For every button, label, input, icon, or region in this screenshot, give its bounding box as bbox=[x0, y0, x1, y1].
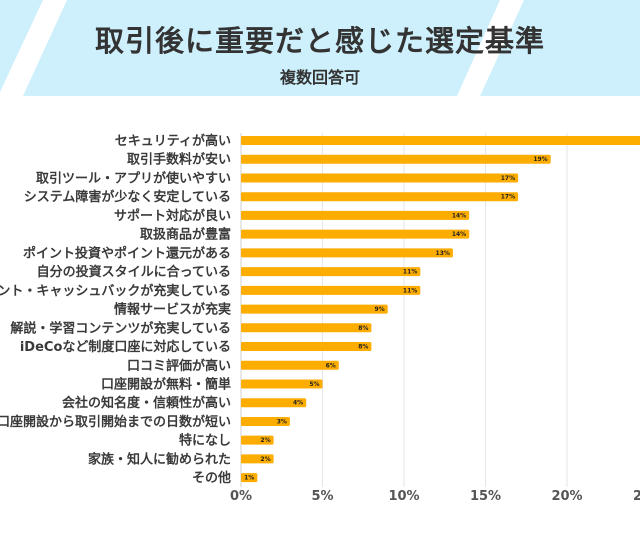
bar bbox=[241, 416, 290, 426]
bar bbox=[241, 210, 470, 220]
x-tick-label: 10% bbox=[388, 489, 419, 504]
category-label: 口座開設から取引開始までの日数が短い bbox=[0, 414, 231, 430]
bar bbox=[241, 192, 519, 202]
category-label: ポイント投資やポイント還元がある bbox=[23, 245, 231, 261]
banner-stripe-right bbox=[457, 0, 524, 96]
bar bbox=[241, 323, 372, 333]
data-label: 11% bbox=[403, 269, 417, 276]
category-label: ポイント・キャッシュバックが充実している bbox=[0, 283, 231, 299]
data-label: 17% bbox=[501, 194, 515, 201]
chart-title: 取引後に重要だと感じた選定基準 bbox=[94, 24, 545, 58]
bar bbox=[241, 398, 307, 408]
data-label: 19% bbox=[533, 156, 547, 163]
x-tick-label: 0% bbox=[230, 489, 252, 504]
banner-stripe-left bbox=[0, 0, 67, 96]
bar bbox=[241, 136, 640, 145]
category-label: 情報サービスが充実 bbox=[114, 302, 231, 318]
category-label: 解説・学習コンテンツが充実している bbox=[9, 320, 231, 336]
category-label: 取引手数料が安い bbox=[127, 152, 231, 168]
bar bbox=[241, 173, 519, 183]
data-label: 4% bbox=[293, 400, 303, 407]
bar bbox=[241, 285, 421, 295]
x-tick-label: 5% bbox=[311, 489, 333, 504]
data-label: 1% bbox=[244, 475, 254, 482]
bar bbox=[241, 229, 470, 239]
data-label: 11% bbox=[403, 287, 417, 294]
category-label: 特になし bbox=[179, 433, 231, 449]
bar bbox=[241, 379, 323, 389]
x-tick-label: 25% bbox=[633, 489, 640, 504]
category-label: 取扱商品が豊富 bbox=[140, 227, 231, 243]
chart-subtitle: 複数回答可 bbox=[279, 68, 360, 87]
data-label: 14% bbox=[452, 212, 466, 219]
category-label: 家族・知人に勧められた bbox=[88, 451, 231, 467]
data-label: 8% bbox=[358, 325, 368, 332]
data-label: 2% bbox=[260, 456, 270, 463]
header-banner bbox=[0, 0, 640, 96]
category-label: 会社の知名度・信頼性が高い bbox=[62, 395, 231, 411]
category-label: iDeCoなど制度口座に対応している bbox=[20, 339, 231, 355]
bar bbox=[241, 473, 258, 483]
bar bbox=[241, 342, 372, 352]
category-label: 口コミ評価が高い bbox=[127, 358, 231, 374]
bar bbox=[241, 304, 388, 314]
data-label: 5% bbox=[309, 381, 319, 388]
bar bbox=[241, 154, 551, 164]
x-tick-label: 20% bbox=[551, 489, 582, 504]
data-label: 9% bbox=[375, 306, 385, 313]
category-label: 口座開設が無料・簡単 bbox=[101, 376, 231, 392]
bar bbox=[241, 360, 339, 370]
bar bbox=[241, 435, 274, 445]
category-label: その他 bbox=[192, 470, 231, 486]
category-label: サポート対応が良い bbox=[114, 208, 231, 224]
bar bbox=[241, 267, 421, 277]
category-label: 自分の投資スタイルに合っている bbox=[37, 264, 231, 280]
category-label: 取引ツール・アプリが使いやすい bbox=[36, 170, 231, 186]
data-label: 6% bbox=[326, 362, 336, 369]
data-label: 2% bbox=[260, 437, 270, 444]
category-label: セキュリティが高い bbox=[115, 133, 231, 149]
bar bbox=[241, 454, 274, 464]
x-tick-label: 15% bbox=[470, 489, 501, 504]
data-label: 3% bbox=[277, 418, 287, 425]
data-label: 8% bbox=[358, 344, 368, 351]
data-label: 17% bbox=[501, 175, 515, 182]
category-label: システム障害が少なく安定している bbox=[24, 189, 231, 205]
data-label: 13% bbox=[436, 250, 450, 257]
data-label: 14% bbox=[452, 231, 466, 238]
banner-background bbox=[0, 0, 640, 96]
bar bbox=[241, 248, 453, 258]
